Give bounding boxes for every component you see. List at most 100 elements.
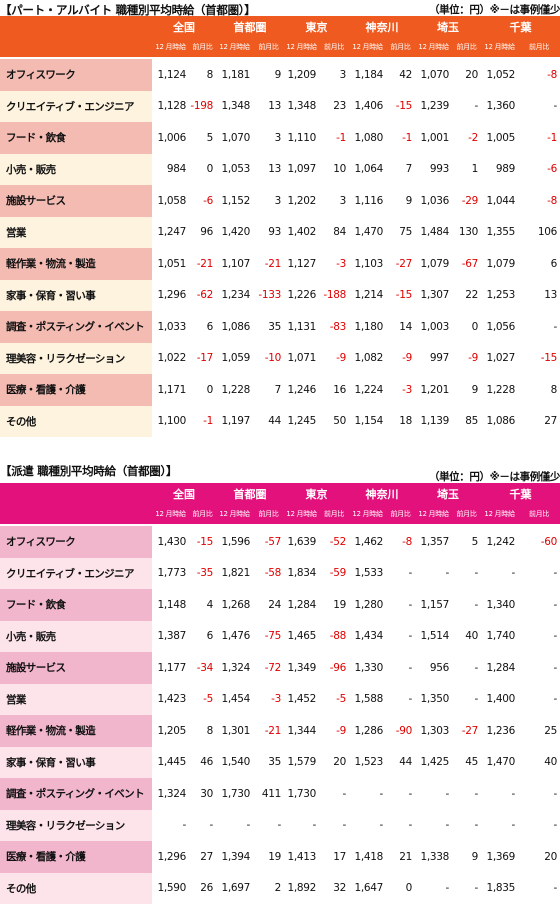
monthly-wage-header: 12 月時給 — [481, 37, 518, 57]
category-label: 営業 — [0, 683, 152, 715]
change-cell: -9 — [402, 352, 412, 365]
wage-cell: 1,324 — [221, 661, 250, 674]
change-cell: 44 — [268, 415, 281, 428]
wage-cell: 1,079 — [420, 257, 449, 270]
change-cell: -9 — [336, 352, 346, 365]
category-label: 軽作業・物流・製造 — [0, 715, 152, 747]
category-label: 軽作業・物流・製造 — [0, 248, 152, 280]
region-header: 全国 — [152, 16, 216, 37]
change-cell: 3 — [274, 131, 282, 144]
change-cell: -9 — [468, 352, 478, 365]
wage-cell: 1,053 — [221, 163, 250, 176]
wage-cell: 1,064 — [354, 163, 383, 176]
table-row: フード・飲食 1,148 4 1,268 24 1,284 19 1,280-1,157-1,… — [0, 589, 560, 621]
wage-cell: 1,394 — [221, 850, 250, 863]
category-label: オフィスワーク — [0, 526, 152, 558]
header-corner — [0, 483, 152, 524]
change-cell: -1 — [402, 131, 412, 144]
change-cell: 106 — [537, 226, 557, 239]
dispatch-table-title: 【派遣 職種別平均時給（首都圏）】 — [0, 464, 178, 478]
change-cell: - — [408, 630, 413, 643]
wage-cell: - — [445, 819, 450, 832]
wage-cell: 1,348 — [221, 100, 250, 113]
region-header: 埼玉 — [415, 16, 481, 37]
wage-cell: 1,540 — [221, 756, 250, 769]
wage-cell: 1,080 — [354, 131, 383, 144]
wage-cell: 1,349 — [287, 661, 316, 674]
wage-cell: 1,027 — [486, 352, 515, 365]
wage-cell: 1,139 — [420, 415, 449, 428]
wage-cell: 1,033 — [157, 320, 186, 333]
change-cell: - — [474, 819, 479, 832]
change-cell: 8 — [206, 724, 214, 737]
wage-cell: 1,286 — [354, 724, 383, 737]
change-cell: 7 — [405, 163, 413, 176]
change-cell: 411 — [261, 787, 281, 800]
change-cell: -15 — [395, 100, 413, 113]
region-header: 首都圏 — [216, 16, 284, 37]
wage-cell: 1,350 — [420, 693, 449, 706]
wage-cell: 1,301 — [221, 724, 250, 737]
change-cell: - — [408, 787, 413, 800]
wage-cell: - — [511, 787, 516, 800]
wage-cell: 1,131 — [287, 320, 316, 333]
wage-cell: 1,036 — [420, 194, 449, 207]
wage-cell: 1,773 — [157, 567, 186, 580]
wage-cell: 1,647 — [354, 882, 383, 895]
category-label: 小売・販売 — [0, 620, 152, 652]
wage-cell: 1,157 — [420, 598, 449, 611]
category-label: フード・飲食 — [0, 589, 152, 621]
change-cell: 93 — [268, 226, 281, 239]
change-cell: 5 — [471, 535, 479, 548]
change-cell: - — [474, 567, 479, 580]
month-over-month-header: 前月比 — [452, 504, 481, 524]
wage-cell: 1,127 — [287, 257, 316, 270]
wage-cell: 1,280 — [354, 598, 383, 611]
region-header: 首都圏 — [216, 483, 284, 504]
region-header: 東京 — [284, 16, 349, 37]
wage-cell: - — [246, 819, 251, 832]
wage-cell: 1,284 — [287, 598, 316, 611]
wage-cell: 1,514 — [420, 630, 449, 643]
change-cell: -60 — [540, 535, 558, 548]
wage-cell: 1,128 — [157, 100, 186, 113]
change-cell: - — [553, 100, 558, 113]
wage-cell: 1,100 — [157, 415, 186, 428]
wage-cell: 1,357 — [420, 535, 449, 548]
change-cell: -90 — [395, 724, 413, 737]
wage-cell: - — [182, 819, 187, 832]
change-cell: -6 — [203, 194, 213, 207]
category-label: クリエイティブ・エンジニア — [0, 90, 152, 122]
change-cell: 27 — [200, 850, 213, 863]
dispatch-unit-note: （単位：円）※－は事例僅少 — [428, 471, 560, 483]
change-cell: 16 — [333, 383, 346, 396]
wage-cell: 1,086 — [486, 415, 515, 428]
change-cell: -29 — [461, 194, 479, 207]
change-cell: -9 — [336, 724, 346, 737]
change-cell: 6 — [550, 257, 558, 270]
change-cell: -3 — [271, 693, 281, 706]
wage-cell: 1,268 — [221, 598, 250, 611]
change-cell: - — [408, 598, 413, 611]
wage-cell: 1,177 — [157, 661, 186, 674]
table-row: 調査・ポスティング・イベント 1,033 6 1,086 35 1,131 -83 1,180… — [0, 311, 560, 343]
wage-cell: 1,387 — [157, 630, 186, 643]
table-row: その他 1,590 26 1,697 2 1,892 32 1,647 0- -1,835- — [0, 872, 560, 904]
wage-cell: 1,296 — [157, 850, 186, 863]
monthly-wage-header: 12 月時給 — [284, 37, 319, 57]
category-label: 施設サービス — [0, 185, 152, 217]
change-cell: -5 — [336, 693, 346, 706]
wage-cell: 1,413 — [287, 850, 316, 863]
wage-cell: 1,462 — [354, 535, 383, 548]
category-label: クリエイティブ・エンジニア — [0, 557, 152, 589]
wage-cell: 1,071 — [287, 352, 316, 365]
change-cell: - — [474, 598, 479, 611]
change-cell: -52 — [329, 535, 347, 548]
change-cell: 5 — [206, 131, 214, 144]
wage-cell: 1,348 — [287, 100, 316, 113]
wage-cell: 1,730 — [221, 787, 250, 800]
change-cell: 9 — [471, 850, 479, 863]
wage-cell: 1,892 — [287, 882, 316, 895]
change-cell: - — [342, 819, 347, 832]
wage-cell: 1,338 — [420, 850, 449, 863]
